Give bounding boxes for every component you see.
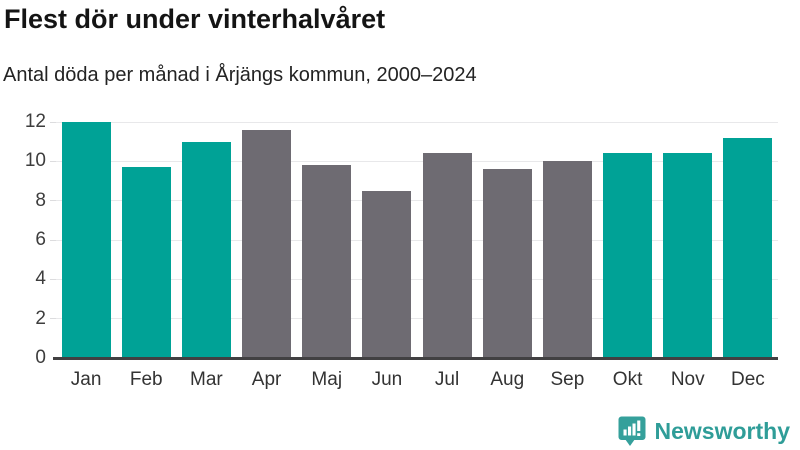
x-axis-label-jul: Jul bbox=[434, 369, 460, 390]
bar-chart-speech-bubble-icon bbox=[618, 416, 646, 446]
speech-bubble-shape bbox=[618, 416, 646, 446]
x-axis-label-dec: Dec bbox=[731, 369, 765, 390]
y-axis-tick-label: 4 bbox=[35, 268, 46, 290]
gridline-y-4 bbox=[56, 278, 778, 280]
bar-mar bbox=[181, 141, 231, 358]
y-axis-tick-label: 10 bbox=[24, 150, 46, 172]
bar-jun bbox=[362, 190, 412, 358]
gridline-y-6 bbox=[56, 239, 778, 241]
x-axis-label-feb: Feb bbox=[129, 369, 163, 390]
y-axis-tick-label: 12 bbox=[24, 111, 46, 132]
x-axis-label-jan: Jan bbox=[70, 369, 102, 390]
bar-aug bbox=[482, 169, 532, 358]
x-axis-label-maj: Maj bbox=[311, 369, 343, 390]
chart-subtitle: Antal döda per månad i Årjängs kommun, 2… bbox=[3, 64, 477, 86]
brand-name: Newsworthy bbox=[654, 417, 790, 444]
y-tick-2 bbox=[50, 318, 56, 320]
y-tick-6 bbox=[50, 239, 56, 241]
bar-nov bbox=[663, 153, 713, 358]
y-axis-tick-label: 0 bbox=[35, 347, 46, 368]
x-axis-label-apr: Apr bbox=[251, 369, 282, 390]
y-tick-4 bbox=[50, 278, 56, 280]
bar-jul bbox=[422, 153, 472, 358]
x-axis-label-okt: Okt bbox=[612, 369, 643, 390]
x-axis-label-aug: Aug bbox=[490, 369, 525, 390]
x-axis-label-jun: Jun bbox=[371, 369, 403, 390]
bar-okt bbox=[603, 153, 653, 358]
chart-title: Flest dör under vinterhalvåret bbox=[4, 4, 386, 34]
y-axis-tick-label: 2 bbox=[35, 307, 46, 329]
gridline-y-10 bbox=[56, 160, 778, 162]
y-tick-10 bbox=[50, 160, 56, 162]
bar-sep bbox=[542, 161, 592, 358]
bar-feb bbox=[121, 167, 171, 358]
gridline-y-8 bbox=[56, 200, 778, 202]
y-axis-tick-label: 6 bbox=[35, 229, 46, 250]
x-axis-label-nov: Nov bbox=[670, 369, 705, 390]
x-axis-line bbox=[53, 357, 778, 360]
y-axis-tick-label: 8 bbox=[35, 189, 46, 211]
bar-jan bbox=[61, 122, 111, 358]
y-tick-8 bbox=[50, 200, 56, 202]
x-axis-label-sep: Sep bbox=[550, 369, 585, 390]
bar-maj bbox=[302, 165, 352, 358]
y-tick-12 bbox=[50, 121, 56, 123]
gridline-y-12 bbox=[56, 121, 778, 123]
plot-area bbox=[50, 121, 778, 358]
brand-footer: Newsworthy bbox=[617, 414, 790, 448]
bar-dec bbox=[723, 137, 773, 358]
x-axis-label-mar: Mar bbox=[190, 369, 223, 390]
bar-apr bbox=[242, 129, 292, 358]
gridline-y-2 bbox=[56, 318, 778, 320]
